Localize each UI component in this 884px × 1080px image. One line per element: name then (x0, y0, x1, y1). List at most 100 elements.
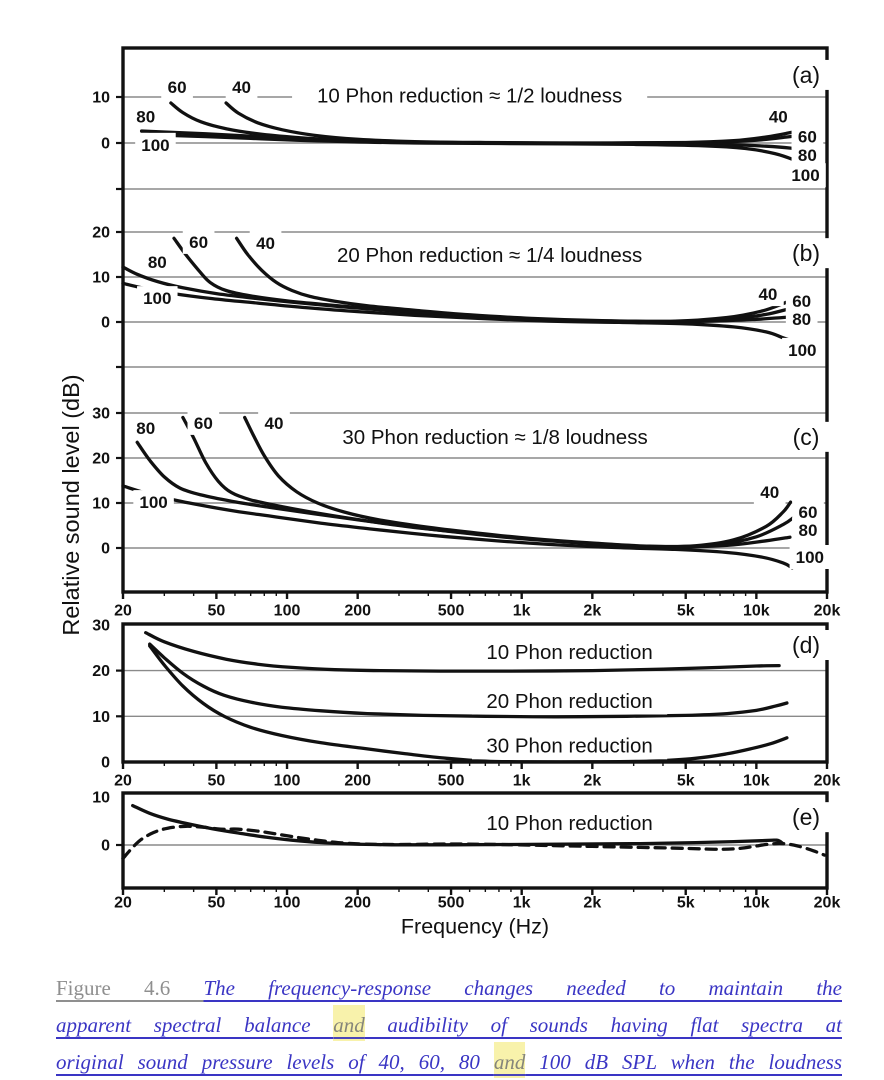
y-tick-label: 20 (92, 663, 110, 680)
label-mask (781, 630, 831, 661)
x-tick-label: 20 (114, 773, 132, 790)
curve-label: 60 (194, 414, 213, 433)
label-mask (258, 410, 290, 435)
label-mask (133, 490, 174, 515)
figure-ref-link[interactable]: Figure 4.6 (56, 976, 204, 1000)
curve-label: 80 (148, 253, 167, 272)
curve-label: 60 (189, 233, 208, 252)
panel-a (116, 95, 806, 191)
panel-letter-b: (b) (792, 240, 820, 266)
x-tick-label: 5k (677, 773, 695, 790)
x-tick-label: 50 (207, 773, 225, 790)
panel-c (116, 411, 796, 570)
x-tick-label: 10k (743, 773, 770, 790)
x-tick-label: 2k (583, 603, 601, 620)
x-tick-label: 20k (814, 603, 841, 620)
caption-highlighted-word: and (493, 1050, 526, 1074)
label-mask (129, 415, 162, 440)
x-tick-label: 5k (677, 603, 695, 620)
curve-label: 100 (141, 136, 169, 155)
curve-label: 40 (760, 483, 779, 502)
curve-label: 60 (168, 78, 187, 97)
caption-text: The frequency-response changes needed to… (203, 976, 842, 1000)
label-mask (762, 104, 795, 129)
panel-frame-0 (121, 46, 829, 594)
x-tick-label: 20 (114, 895, 132, 912)
curve-label: 40 (256, 234, 275, 253)
panel-d (116, 631, 789, 764)
x-tick-label: 5k (677, 895, 695, 912)
x-tick-label: 100 (274, 895, 301, 912)
label-mask (752, 282, 784, 307)
curve-b-40 (234, 236, 793, 323)
curve-b-100 (121, 281, 796, 344)
x-tick-label: 10k (743, 895, 770, 912)
curve-e-10 Phon reduction (131, 803, 784, 847)
x-tick-label: 100 (274, 603, 301, 620)
y-tick-label: 10 (92, 496, 110, 513)
x-tick-label: 50 (207, 603, 225, 620)
x-tick-label: 500 (438, 603, 465, 620)
label-mask (471, 687, 668, 715)
y-tick-label: 30 (92, 406, 110, 423)
curve-label: 40 (758, 285, 777, 304)
caption-line-1: Figure 4.6 The frequency-response change… (56, 970, 842, 1007)
x-tick-label: 10k (743, 603, 770, 620)
curve-c-100 (121, 484, 794, 570)
x-tick-label: 1k (513, 895, 531, 912)
y-tick-label: 0 (101, 838, 110, 855)
x-tick-label: 500 (438, 773, 465, 790)
y-tick-label: 0 (101, 541, 110, 558)
y-axis-label: Relative sound level (dB) (58, 374, 84, 635)
x-tick-label: 20k (814, 895, 841, 912)
curve-label: 100 (791, 166, 819, 185)
y-tick-label: 20 (92, 225, 110, 242)
panel-letter-c: (c) (793, 424, 820, 450)
caption-line-3: original sound pressure levels of 40, 60… (56, 1044, 842, 1080)
x-tick-label: 1k (513, 773, 531, 790)
caption-highlighted-word: and (333, 1013, 365, 1037)
curve-label: 40 (265, 414, 284, 433)
caption-text: audibility of sounds having flat spectra… (364, 1013, 842, 1037)
x-tick-label: 20k (814, 773, 841, 790)
label-mask (785, 163, 826, 188)
label-mask (312, 241, 668, 269)
curve-label: 40 (232, 78, 251, 97)
curve-d-10 Phon reduction (144, 631, 781, 673)
curve-label: 80 (799, 521, 818, 540)
curve-label: 40 (769, 108, 788, 127)
label-mask (137, 286, 178, 311)
y-tick-label: 0 (101, 755, 110, 772)
label-mask (471, 638, 668, 666)
label-mask (781, 802, 831, 833)
curve-label: 60 (798, 128, 817, 147)
caption-text: apparent spectral balance (56, 1013, 334, 1037)
label-mask (785, 306, 818, 331)
caption-line-2: apparent spectral balance and audibility… (56, 1007, 842, 1044)
y-tick-label: 10 (92, 790, 110, 807)
panel-title-c: 30 Phon reduction ≈ 1/8 loudness (342, 426, 647, 449)
curve-label: 100 (143, 289, 171, 308)
label-mask (225, 74, 258, 99)
label-mask (292, 81, 648, 109)
curve-label: 80 (136, 419, 155, 438)
x-tick-label: 100 (274, 773, 301, 790)
x-tick-label: 500 (438, 895, 465, 912)
x-tick-label: 50 (207, 895, 225, 912)
label-mask (129, 104, 162, 129)
label-mask (187, 410, 220, 435)
curve-label: 60 (792, 292, 811, 311)
x-tick-label: 1k (513, 603, 531, 620)
panel-frame-2 (121, 791, 829, 890)
y-tick-label: 10 (92, 709, 110, 726)
x-tick-label: 200 (344, 603, 371, 620)
panel-title-b: 20 Phon reduction ≈ 1/4 loudness (337, 244, 642, 267)
panel-letter-d: (d) (792, 632, 820, 658)
x-tick-label: 20 (114, 603, 132, 620)
label-mask (317, 423, 673, 451)
label-mask (781, 59, 831, 90)
panel-letter-e: (e) (792, 804, 820, 830)
curve-a-100 (139, 132, 803, 166)
curve-label: 80 (792, 310, 811, 329)
